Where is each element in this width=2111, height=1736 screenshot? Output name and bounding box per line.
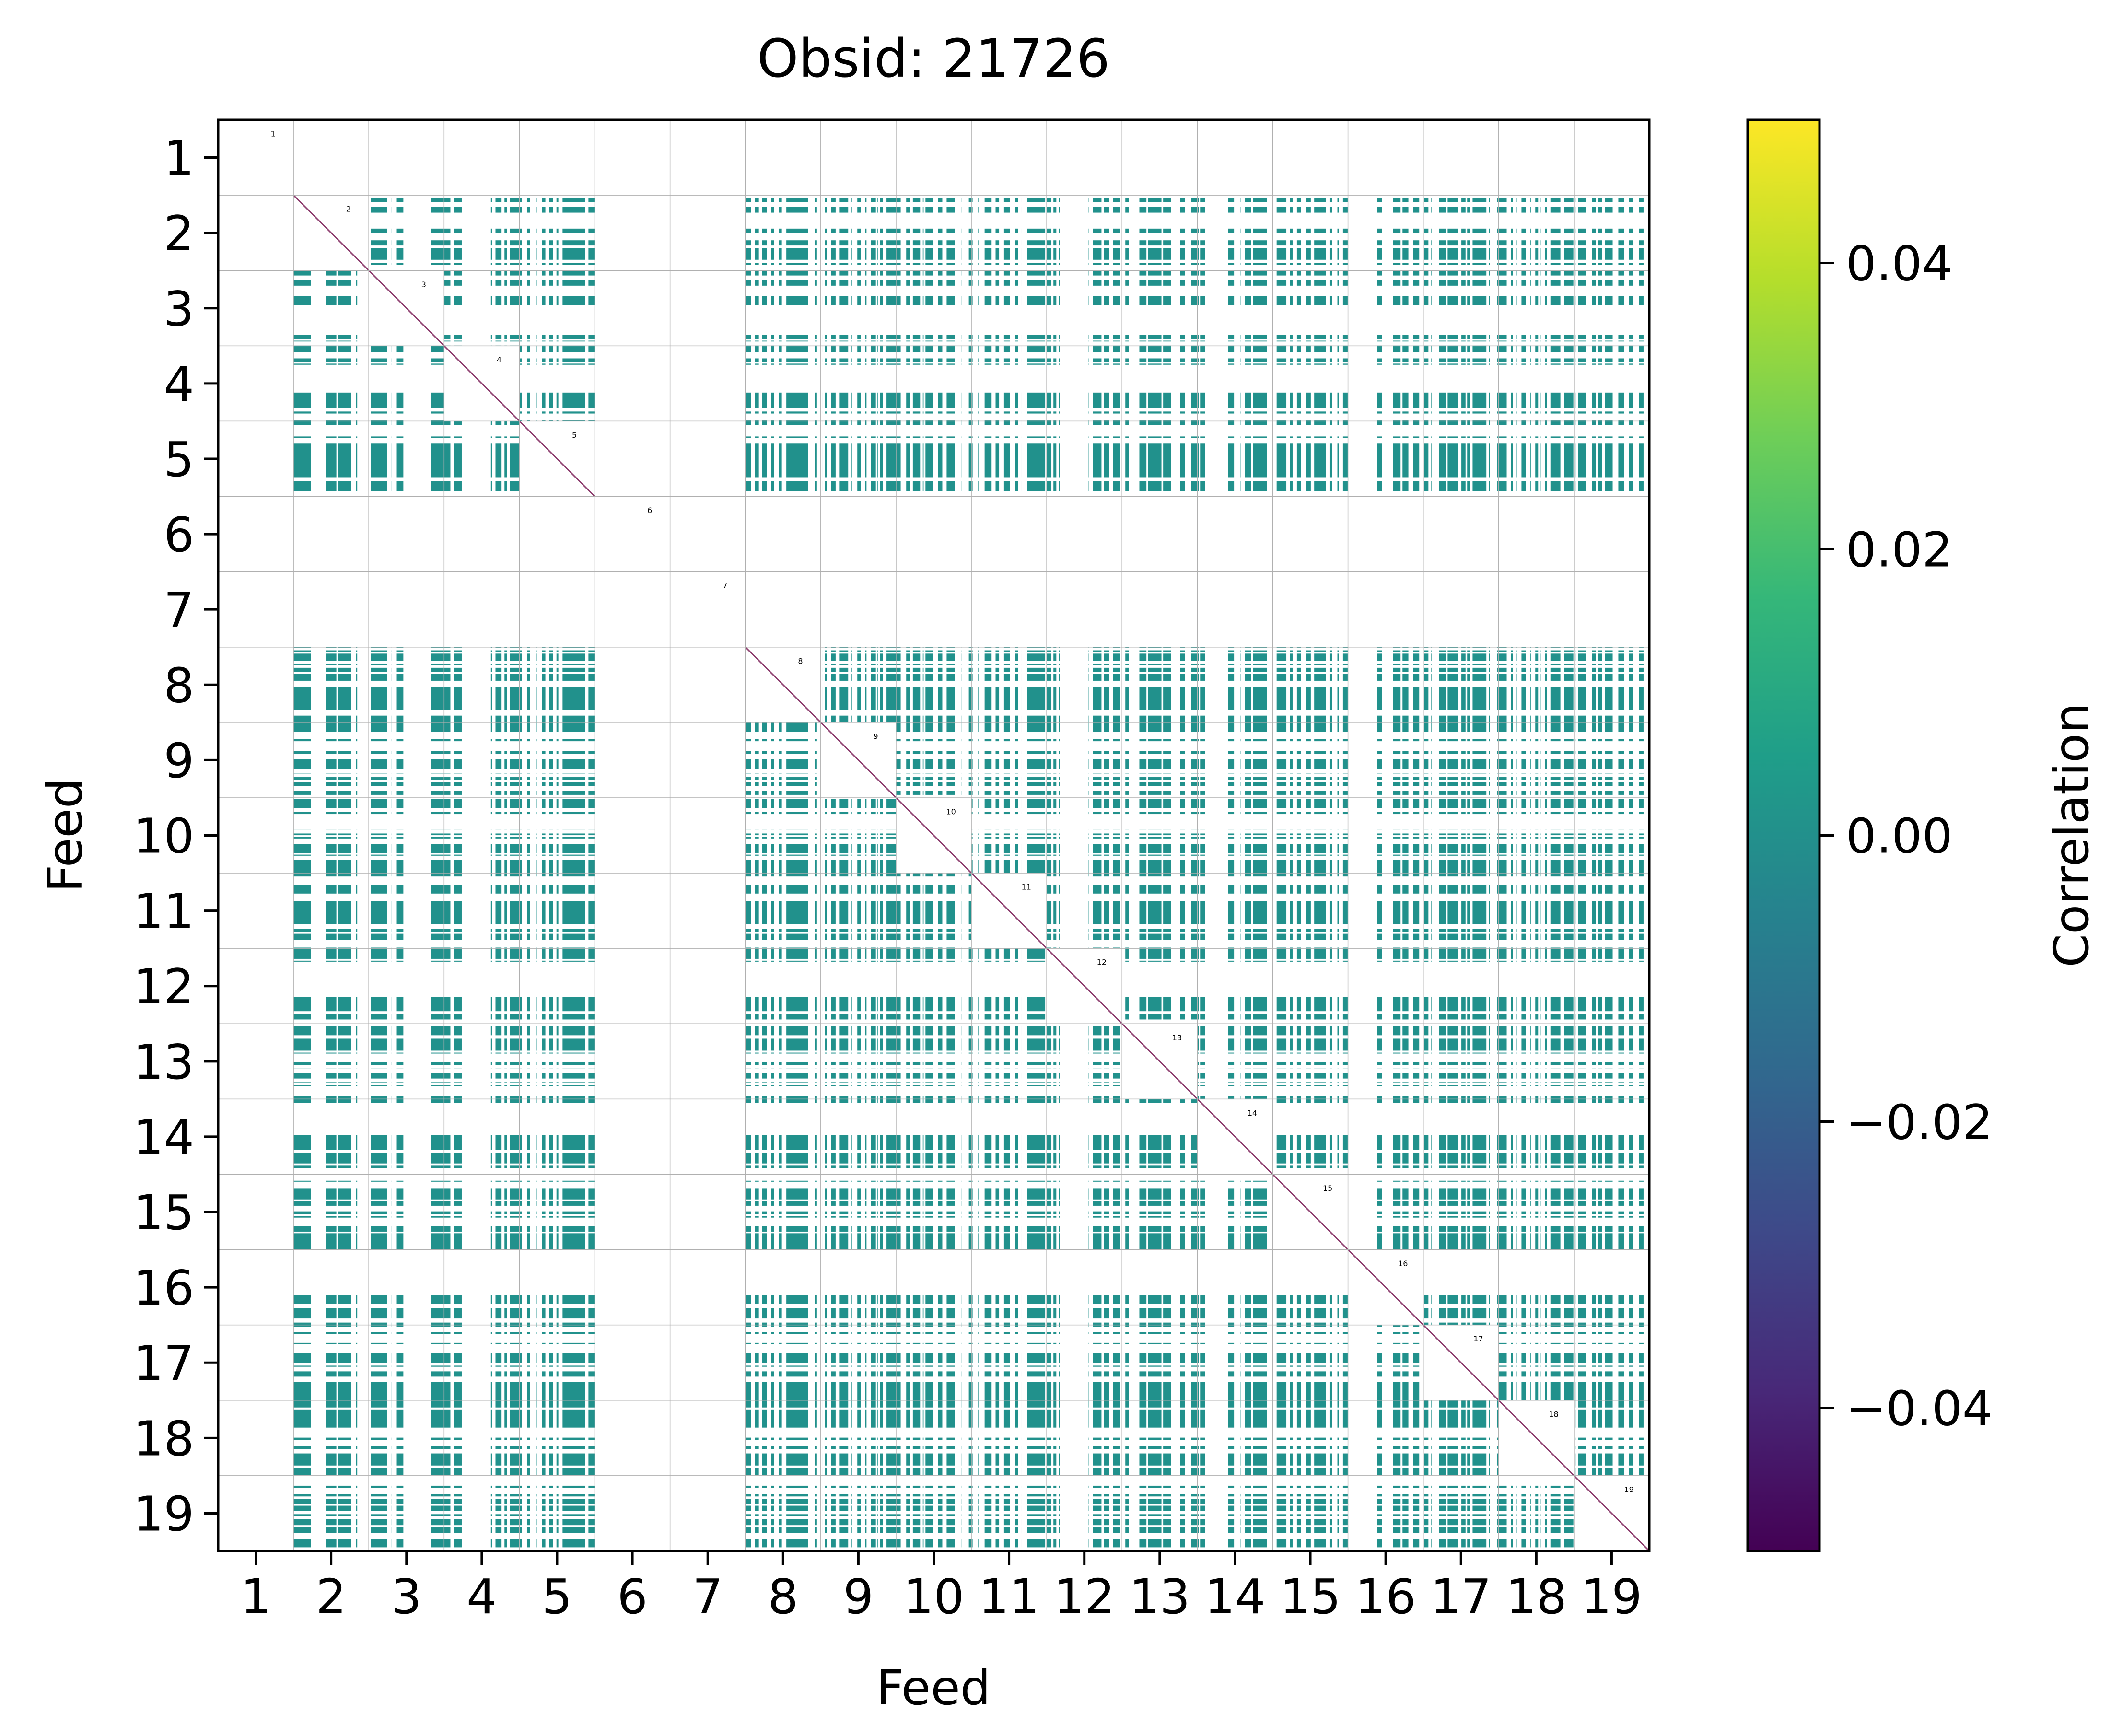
x-tick-label: 9 <box>843 1569 874 1625</box>
heatmap-cell-11-2 <box>293 873 369 949</box>
colorbar-tick-label: 0.04 <box>1846 236 1953 292</box>
x-tick-label: 15 <box>1280 1569 1341 1625</box>
x-tick-label: 17 <box>1431 1569 1492 1625</box>
y-tick-label: 9 <box>163 733 194 789</box>
diagonal-block-label: 4 <box>497 355 502 364</box>
y-tick-label: 13 <box>133 1034 194 1090</box>
x-tick-label: 13 <box>1129 1569 1190 1625</box>
diagonal-block-label: 8 <box>798 656 803 665</box>
feed-grid-lines <box>218 120 1649 1551</box>
y-tick-label: 7 <box>163 582 194 638</box>
y-tick-label: 16 <box>133 1260 194 1316</box>
diagonal-line-14 <box>1197 1098 1273 1175</box>
diagonal-block-label: 2 <box>346 205 351 214</box>
diagonal-line-12 <box>1046 948 1123 1025</box>
diagonal-block-label: 1 <box>271 129 276 139</box>
diagonal-block-label: 7 <box>723 581 727 590</box>
diagonal-line-8 <box>745 646 821 723</box>
diagonal-block-label: 5 <box>572 431 577 440</box>
diagonal-line-17 <box>1423 1324 1499 1401</box>
y-tick-label: 2 <box>163 206 194 262</box>
colorbar-tick-label: 0.02 <box>1846 522 1953 578</box>
diagonal-block-label: 19 <box>1624 1485 1633 1494</box>
y-tick-label: 6 <box>163 507 194 563</box>
diagonal-block-label: 17 <box>1473 1334 1483 1343</box>
y-tick-label: 14 <box>133 1109 194 1165</box>
colorbar-tick-label: 0.00 <box>1846 808 1953 864</box>
colorbar-label: Correlation <box>2043 703 2099 967</box>
diagonal-block-label: 10 <box>946 807 956 816</box>
colorbar <box>1746 118 1821 1552</box>
diagonal-line-2 <box>293 195 370 271</box>
diagonal-block-label: 16 <box>1398 1259 1408 1268</box>
diagonal-block-label: 12 <box>1097 958 1107 967</box>
x-tick-label: 5 <box>542 1569 572 1625</box>
heatmap-matrix <box>218 120 1649 1551</box>
y-tick-label: 12 <box>133 959 194 1015</box>
y-tick-label: 10 <box>133 808 194 864</box>
x-tick-label: 2 <box>316 1569 347 1625</box>
y-tick-label: 17 <box>133 1335 194 1391</box>
y-tick-label: 1 <box>163 130 194 186</box>
y-tick-label: 11 <box>133 884 194 940</box>
diagonal-line-11 <box>970 872 1048 949</box>
x-tick-label: 19 <box>1581 1569 1642 1625</box>
x-tick-label: 6 <box>617 1569 648 1625</box>
y-tick-label: 15 <box>133 1185 194 1241</box>
diagonal-line-3 <box>368 270 445 347</box>
diagonal-line-19 <box>1573 1475 1649 1551</box>
diagonal-line-10 <box>895 797 972 874</box>
x-tick-label: 18 <box>1506 1569 1567 1625</box>
x-tick-label: 7 <box>692 1569 723 1625</box>
diagonal-block-label: 3 <box>421 280 426 289</box>
x-tick-label: 10 <box>903 1569 964 1625</box>
diagonal-block-label: 15 <box>1323 1184 1332 1193</box>
diagonal-line-18 <box>1498 1399 1575 1476</box>
diagonal-block-label: 11 <box>1022 883 1031 892</box>
chart-title: Obsid: 21726 <box>757 28 1110 89</box>
y-tick-label: 4 <box>163 356 194 412</box>
y-axis-label: Feed <box>37 778 93 893</box>
diagonal-line-9 <box>820 722 897 799</box>
x-tick-label: 12 <box>1054 1569 1115 1625</box>
diagonal-block-label: 13 <box>1172 1033 1182 1042</box>
x-tick-label: 14 <box>1204 1569 1265 1625</box>
diagonal-line-13 <box>1121 1023 1198 1100</box>
colorbar-tick-label: −0.02 <box>1846 1095 1993 1151</box>
diagonal-line-16 <box>1347 1249 1424 1326</box>
diagonal-line-15 <box>1272 1174 1349 1250</box>
diagonal-line-4 <box>443 345 520 422</box>
y-tick-label: 18 <box>133 1410 194 1467</box>
diagonal-block-label: 14 <box>1248 1108 1257 1118</box>
x-tick-label: 16 <box>1355 1569 1416 1625</box>
heatmap-cell-18-2 <box>293 1400 369 1476</box>
x-tick-label: 3 <box>391 1569 422 1625</box>
y-tick-label: 8 <box>163 657 194 713</box>
x-axis-ticks: 1 2 3 4 5 6 7 8 9 10 11 12 13 14 15 16 17 18 19 <box>241 1551 1642 1625</box>
diagonal-block-label: 18 <box>1549 1410 1558 1419</box>
diagonal-line-5 <box>519 420 595 497</box>
x-axis-label: Feed <box>876 1660 991 1716</box>
y-tick-label: 19 <box>133 1486 194 1542</box>
y-tick-label: 5 <box>163 431 194 488</box>
x-tick-label: 4 <box>467 1569 497 1625</box>
x-tick-label: 1 <box>241 1569 271 1625</box>
diagonal-block-label: 9 <box>873 732 878 741</box>
colorbar-tick-label: −0.04 <box>1846 1381 1993 1437</box>
diagonal-block-label: 6 <box>647 506 652 515</box>
x-tick-label: 8 <box>768 1569 798 1625</box>
x-tick-label: 11 <box>979 1569 1039 1625</box>
y-tick-label: 3 <box>163 281 194 337</box>
colorbar-ticks: −0.04 −0.02 0.00 0.02 0.04 <box>1819 236 1993 1437</box>
masked-channel-stripes <box>218 120 1649 1551</box>
